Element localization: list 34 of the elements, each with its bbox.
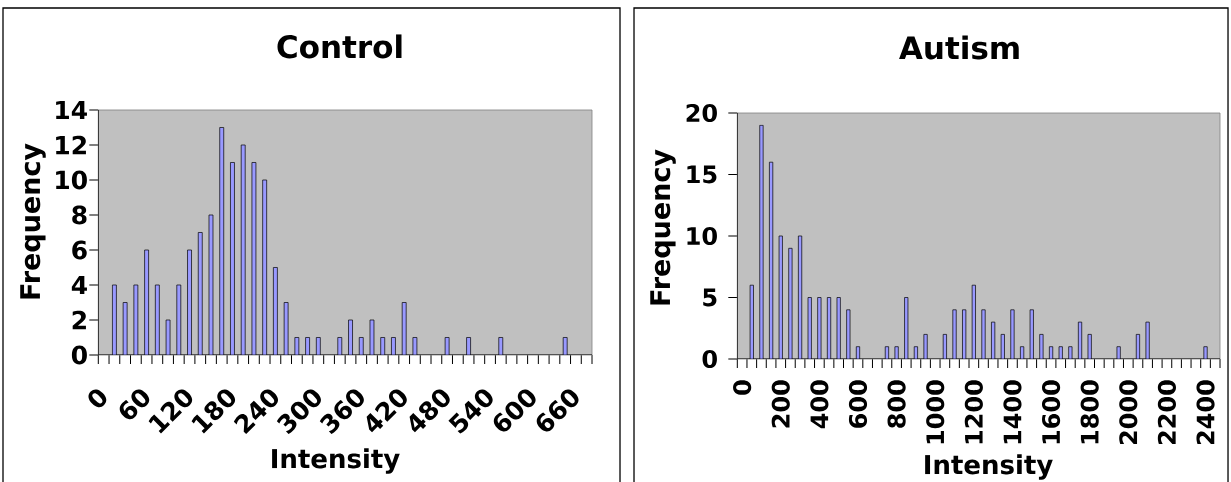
y-tick-label: 6	[72, 240, 87, 260]
y-tick-label: 0	[702, 349, 717, 369]
x-tick-label: 2400	[1196, 380, 1215, 445]
chart-title: Autism	[899, 35, 1019, 60]
x-tick-label: 400	[810, 380, 829, 429]
x-tick-label: 1800	[1080, 380, 1099, 444]
x-tick-label: 60	[119, 389, 150, 420]
y-tick-label: 8	[72, 205, 87, 225]
y-tick-label: 14	[56, 100, 87, 120]
x-tick-label: 1400	[1003, 380, 1022, 444]
x-axis-title: Intensity	[925, 454, 1053, 480]
x-tick-label: 2200	[1157, 380, 1176, 445]
y-axis-title: Frequency	[650, 149, 676, 305]
y-axis-title: Frequency	[20, 143, 46, 299]
x-tick-label: 0	[88, 389, 107, 408]
y-tick-label: 10	[687, 226, 717, 246]
y-tick-label: 4	[71, 275, 87, 295]
x-tick-label: 0	[733, 380, 752, 395]
x-tick-label: 600	[848, 380, 868, 428]
y-tick-label: 15	[687, 165, 717, 184]
y-tick-label: 12	[56, 135, 86, 155]
x-tick-label: 200	[771, 380, 790, 428]
y-tick-label: 20	[686, 103, 717, 123]
x-tick-label: 2000	[1119, 380, 1138, 445]
x-tick-label: 800	[887, 380, 906, 428]
x-tick-label: 1200	[964, 380, 983, 444]
y-tick-label: 10	[56, 170, 87, 190]
y-tick-label: 2	[72, 310, 86, 330]
y-tick-label: 5	[703, 288, 717, 307]
chart-title: Control	[277, 34, 402, 59]
x-tick-label: 1600	[1041, 380, 1061, 444]
y-tick-label: 0	[71, 345, 87, 365]
x-axis-title: Intensity	[272, 448, 400, 474]
x-tick-label: 1000	[926, 380, 945, 444]
